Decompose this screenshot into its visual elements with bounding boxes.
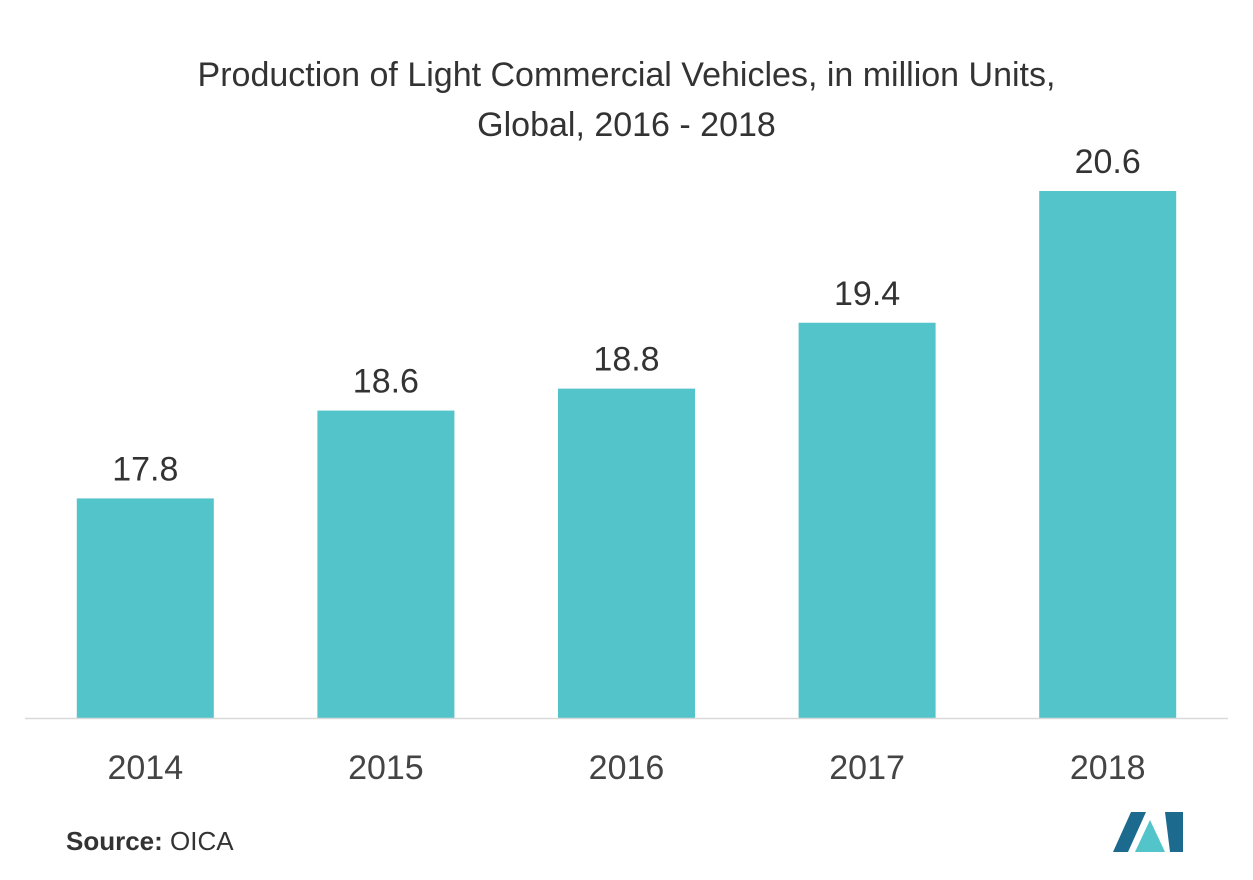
bar-2018 xyxy=(1039,191,1177,718)
x-tick-label-2014: 2014 xyxy=(107,749,183,787)
data-label-2017: 19.4 xyxy=(834,275,900,313)
chart-title-line-2: Global, 2016 - 2018 xyxy=(477,106,776,144)
x-tick-label-2015: 2015 xyxy=(348,749,424,787)
chart-title: Production of Light Commercial Vehicles,… xyxy=(0,50,1253,150)
logo-right-shape xyxy=(1165,812,1183,852)
bar-2015 xyxy=(317,410,455,718)
data-label-2015: 18.6 xyxy=(353,363,419,401)
bar-2014 xyxy=(76,498,214,718)
bar-2016 xyxy=(558,388,695,718)
data-label-2016: 18.8 xyxy=(593,341,659,379)
source-note: Source: OICA xyxy=(66,826,234,857)
x-tick-label-2018: 2018 xyxy=(1070,749,1146,787)
x-tick-label-2017: 2017 xyxy=(829,749,905,787)
chart-title-line-1: Production of Light Commercial Vehicles,… xyxy=(197,56,1056,94)
bar-chart: 17.8 2014 18.6 2015 18.8 2016 19.4 2017 20.6 2018 xyxy=(25,143,1228,787)
data-label-2014: 17.8 xyxy=(112,450,178,488)
bar-2017 xyxy=(798,322,936,718)
logo-left-shape xyxy=(1113,812,1146,852)
source-label: Source: xyxy=(66,826,163,856)
x-tick-label-2016: 2016 xyxy=(589,749,665,787)
logo-middle-shape xyxy=(1135,820,1165,852)
brand-logo-icon xyxy=(1113,812,1183,852)
data-label-2018: 20.6 xyxy=(1075,143,1141,181)
source-value: OICA xyxy=(170,826,234,856)
